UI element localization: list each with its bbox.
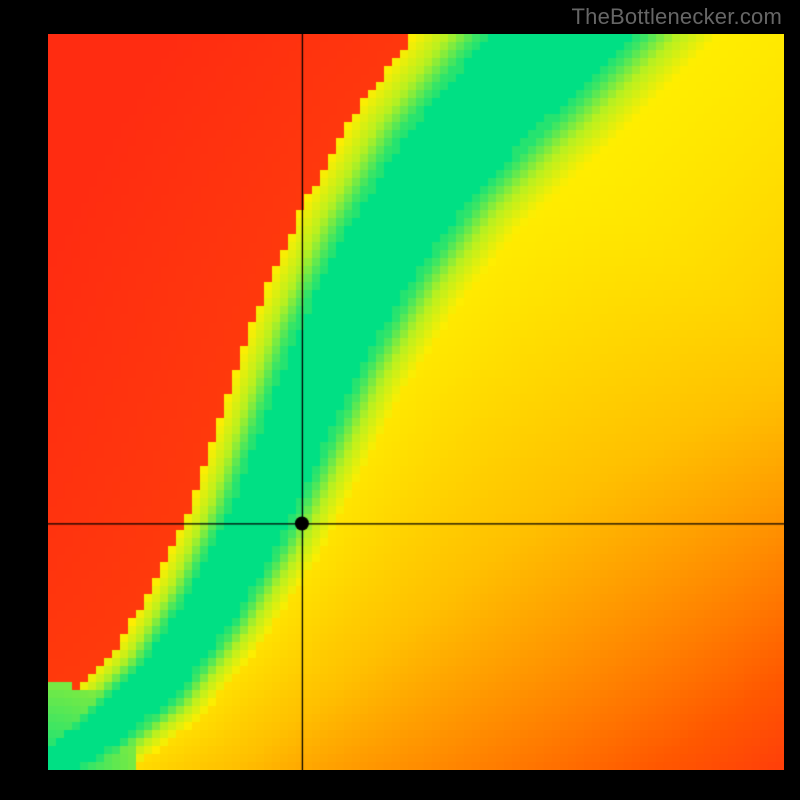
chart-container: TheBottlenecker.com xyxy=(0,0,800,800)
watermark-text: TheBottlenecker.com xyxy=(572,4,782,30)
heatmap-canvas xyxy=(48,34,784,770)
